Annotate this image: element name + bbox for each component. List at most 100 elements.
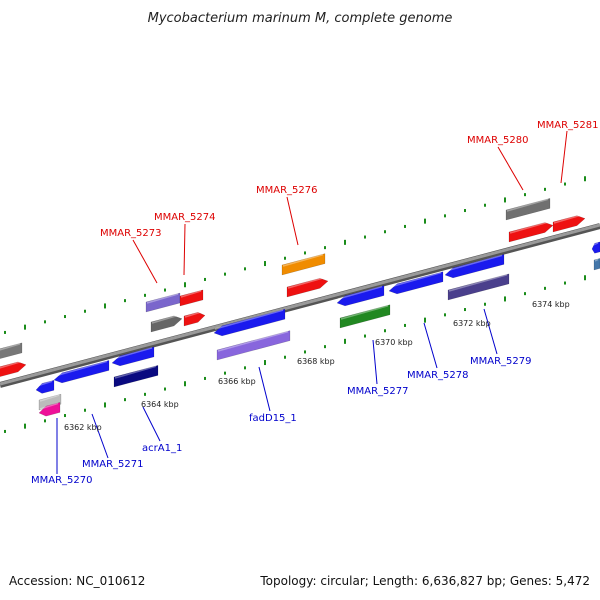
position-label: 6362 kbp [64,423,102,432]
leader-line [286,196,299,246]
tick-mark [284,355,286,359]
gene-arrow [591,241,600,254]
tick-mark [204,277,206,281]
tick-mark [184,282,186,288]
tick-mark [504,296,506,302]
gene-highlight [389,271,442,288]
tick-mark [244,267,246,271]
leader-line [483,308,498,355]
gene-label-reverse[interactable]: MMAR_5279 [470,356,532,367]
tick-mark [104,303,106,309]
gene-arrow [388,271,444,295]
gene-arrow [552,215,586,233]
gene-arrow [38,402,61,417]
tick-mark [164,387,166,391]
tick-mark [84,309,86,313]
gene-label-forward[interactable]: MMAR_5273 [100,228,162,239]
gene-highlight [180,290,202,298]
gene-arrow [113,365,159,388]
tick-mark [384,329,386,333]
gene-label-forward[interactable]: MMAR_5280 [467,135,529,146]
tick-mark [104,402,106,408]
gene-highlight [54,360,108,377]
gene-arrow [593,258,600,271]
tick-mark [464,209,466,213]
gene-arrow [0,342,23,359]
leader-line [423,322,438,369]
tick-mark [424,317,426,323]
tick-mark [584,176,586,182]
gene-label-reverse[interactable]: MMAR_5270 [31,475,93,486]
gene-label-reverse[interactable]: acrA1_1 [142,443,182,454]
gene-label-forward[interactable]: MMAR_5274 [154,212,216,223]
gene-label-reverse[interactable]: MMAR_5278 [407,370,469,381]
tick-mark [344,239,346,245]
tick-mark [324,345,326,349]
tick-mark [4,429,6,433]
position-label: 6374 kbp [532,300,570,309]
tick-mark [324,246,326,250]
tick-mark [264,360,266,366]
tick-mark [424,218,426,224]
gene-highlight [36,380,53,387]
gene-arrow [213,308,286,337]
gene-arrow [444,254,505,279]
leader-line [142,406,161,442]
gene-highlight [337,285,383,300]
tick-mark [64,414,66,418]
tick-mark [404,323,406,327]
gene-arrow [508,222,554,243]
gene-arrow [179,289,204,307]
tick-mark [124,299,126,303]
gene-highlight [506,198,549,212]
gene-highlight [114,365,157,379]
tick-mark [84,408,86,412]
label-leader-lines [56,130,568,474]
tick-mark [284,256,286,260]
gene-highlight [214,309,284,330]
gene-highlight [592,242,599,246]
gene-highlight [594,258,599,262]
tick-mark [364,235,366,239]
tick-mark [44,419,46,423]
gene-arrow [53,360,110,384]
leader-line [258,366,271,412]
tick-mark [304,350,306,354]
gene-highlight [340,305,389,320]
leader-line [183,223,186,276]
gene-highlight [39,402,59,410]
map-title: Mycobacterium marinum M, complete genome [148,11,453,26]
gene-arrow [38,393,62,411]
tick-mark [204,376,206,380]
gene-label-reverse[interactable]: MMAR_5271 [82,459,144,470]
gene-label-forward[interactable]: MMAR_5276 [256,185,318,196]
gene-label-forward[interactable]: MMAR_5281 [537,120,599,131]
gene-features [0,198,600,417]
leader-line [560,130,568,184]
tick-mark [344,338,346,344]
gene-highlight [553,213,584,224]
gene-highlight [509,220,552,234]
tick-mark [484,203,486,207]
gene-label-reverse[interactable]: fadD15_1 [249,413,297,424]
gene-highlight [445,254,503,272]
gene-highlight [112,347,153,360]
backbone-highlight [0,223,600,386]
tick-mark [484,302,486,306]
leader-line [132,239,158,284]
tick-mark [24,324,26,330]
tick-mark [564,182,566,186]
gene-highlight [146,293,179,304]
tick-mark [584,275,586,281]
tick-mark [464,308,466,312]
tick-mark [304,251,306,255]
gene-label-reverse[interactable]: MMAR_5277 [347,386,409,397]
tick-mark [4,330,6,334]
tick-mark [564,281,566,285]
gene-arrow [336,285,385,307]
gene-arrow [150,315,183,333]
gene-arrow [447,273,510,301]
tick-mark [184,381,186,387]
gene-highlight [282,253,324,267]
tick-mark [264,261,266,267]
